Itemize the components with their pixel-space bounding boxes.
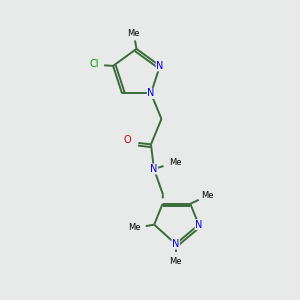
Text: O: O [123, 135, 131, 145]
Text: Me: Me [201, 190, 214, 200]
Text: Me: Me [169, 256, 182, 266]
Text: N: N [156, 61, 164, 71]
Text: N: N [172, 239, 179, 249]
Text: Cl: Cl [90, 59, 99, 69]
Text: N: N [195, 220, 202, 230]
Text: Me: Me [128, 223, 141, 232]
Text: N: N [147, 88, 155, 98]
Text: Me: Me [169, 158, 182, 167]
Text: Me: Me [127, 29, 140, 38]
Text: N: N [150, 164, 158, 174]
